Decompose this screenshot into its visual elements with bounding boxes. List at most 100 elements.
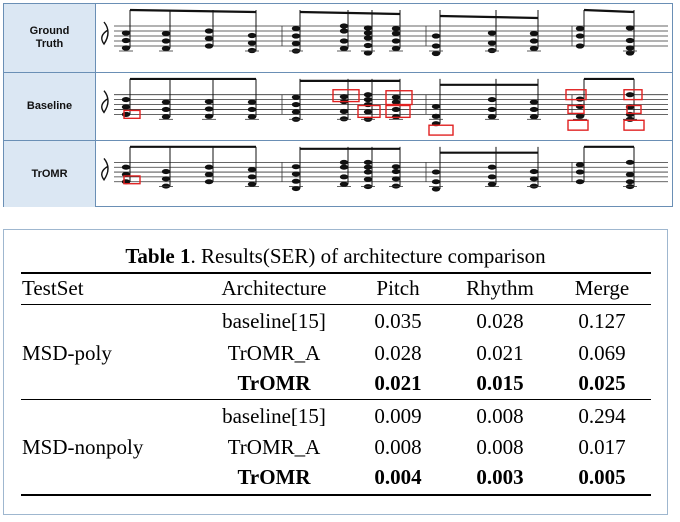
note-head — [431, 103, 441, 110]
pitch-cell: 0.035 — [374, 309, 422, 333]
note-head — [339, 45, 349, 52]
bottom-rule — [21, 494, 651, 496]
error-highlight-box — [332, 89, 360, 103]
header-rhythm: Rhythm — [466, 276, 534, 300]
header-architecture: Architecture — [221, 276, 327, 300]
note-head — [247, 181, 257, 187]
rhythm-cell: 0.008 — [476, 404, 524, 428]
figure-row-tromr: TrOMR — [4, 141, 672, 207]
row-label: Baseline — [4, 73, 96, 140]
note-head — [247, 106, 257, 113]
note-head — [121, 104, 131, 110]
note-head — [247, 114, 257, 120]
note-head — [247, 32, 257, 39]
clef-mark — [101, 158, 109, 182]
merge-cell: 0.017 — [578, 435, 626, 459]
note-head — [625, 25, 635, 31]
note-head — [161, 30, 171, 37]
note-head — [529, 176, 539, 182]
error-highlight-box — [623, 89, 643, 101]
note-head — [363, 42, 373, 49]
note-head — [247, 167, 257, 173]
note-head — [161, 106, 171, 113]
row-label: Ground Truth — [4, 4, 96, 72]
note-head — [487, 97, 497, 103]
error-highlight-box — [428, 124, 454, 136]
note-head — [575, 103, 585, 110]
note-head — [204, 164, 214, 170]
note-head — [487, 47, 497, 54]
note-head — [291, 178, 301, 184]
note-head — [363, 50, 373, 56]
note-head — [161, 38, 171, 44]
row-label: TrOMR — [4, 141, 96, 207]
note-head — [204, 28, 214, 34]
error-highlight-box — [567, 119, 589, 131]
note-head — [291, 40, 301, 47]
top-rule — [21, 272, 651, 274]
note-head — [487, 164, 497, 170]
merge-cell: 0.005 — [578, 465, 626, 489]
caption-label: Table 1 — [125, 244, 191, 268]
note-head — [431, 43, 441, 49]
note-head — [291, 94, 301, 100]
note-head — [487, 30, 497, 36]
note-head — [391, 25, 401, 32]
note-head — [291, 186, 301, 192]
note-head — [625, 50, 635, 56]
table-caption: Table 1. Results(SER) of architecture co… — [4, 244, 667, 268]
error-highlight-box — [385, 104, 411, 119]
note-head — [431, 179, 441, 185]
note-head — [363, 25, 373, 31]
figure-row-baseline: Baseline — [4, 73, 672, 141]
note-head — [487, 40, 497, 46]
pitch-cell: 0.021 — [374, 371, 422, 395]
note-head — [529, 169, 539, 175]
note-head — [391, 176, 401, 182]
sheet-music-image — [96, 141, 672, 207]
pitch-cell: 0.009 — [374, 404, 422, 428]
architecture-cell: TrOMR_A — [227, 341, 321, 365]
note-head — [121, 45, 131, 51]
note-head — [339, 94, 349, 100]
merge-cell: 0.069 — [578, 341, 626, 365]
note-head — [575, 25, 585, 32]
note-head — [431, 50, 441, 57]
note-head — [339, 38, 349, 44]
group-rule — [21, 399, 651, 400]
merge-cell: 0.127 — [578, 309, 626, 333]
note-head — [487, 174, 497, 180]
note-head — [339, 159, 349, 165]
error-highlight-box — [385, 90, 413, 106]
testset-label: MSD-poly — [22, 341, 112, 365]
note-head — [161, 99, 171, 105]
note-head — [363, 101, 373, 108]
pitch-cell: 0.028 — [374, 341, 422, 365]
note-head — [431, 186, 441, 192]
caption-text: . Results(SER) of architecture compariso… — [190, 244, 546, 268]
note-head — [625, 92, 635, 98]
note-head — [391, 45, 401, 52]
note-head — [575, 113, 585, 119]
note-head — [391, 30, 401, 37]
note-head — [391, 106, 401, 113]
testset-label: MSD-nonpoly — [22, 435, 144, 459]
beam — [583, 8, 635, 14]
note-head — [625, 159, 635, 165]
note-head — [291, 109, 301, 115]
note-head — [391, 99, 401, 105]
note-head — [431, 169, 441, 175]
note-head — [291, 33, 301, 39]
note-head — [363, 92, 373, 98]
note-head — [161, 114, 171, 120]
note-head — [204, 43, 214, 49]
note-head — [339, 28, 349, 34]
note-head — [529, 99, 539, 105]
note-head — [339, 164, 349, 170]
note-head — [339, 181, 349, 187]
note-head — [121, 164, 131, 170]
error-highlight-box — [623, 119, 645, 131]
rhythm-cell: 0.008 — [476, 435, 524, 459]
note-head — [529, 114, 539, 120]
error-highlight-box — [626, 104, 642, 115]
